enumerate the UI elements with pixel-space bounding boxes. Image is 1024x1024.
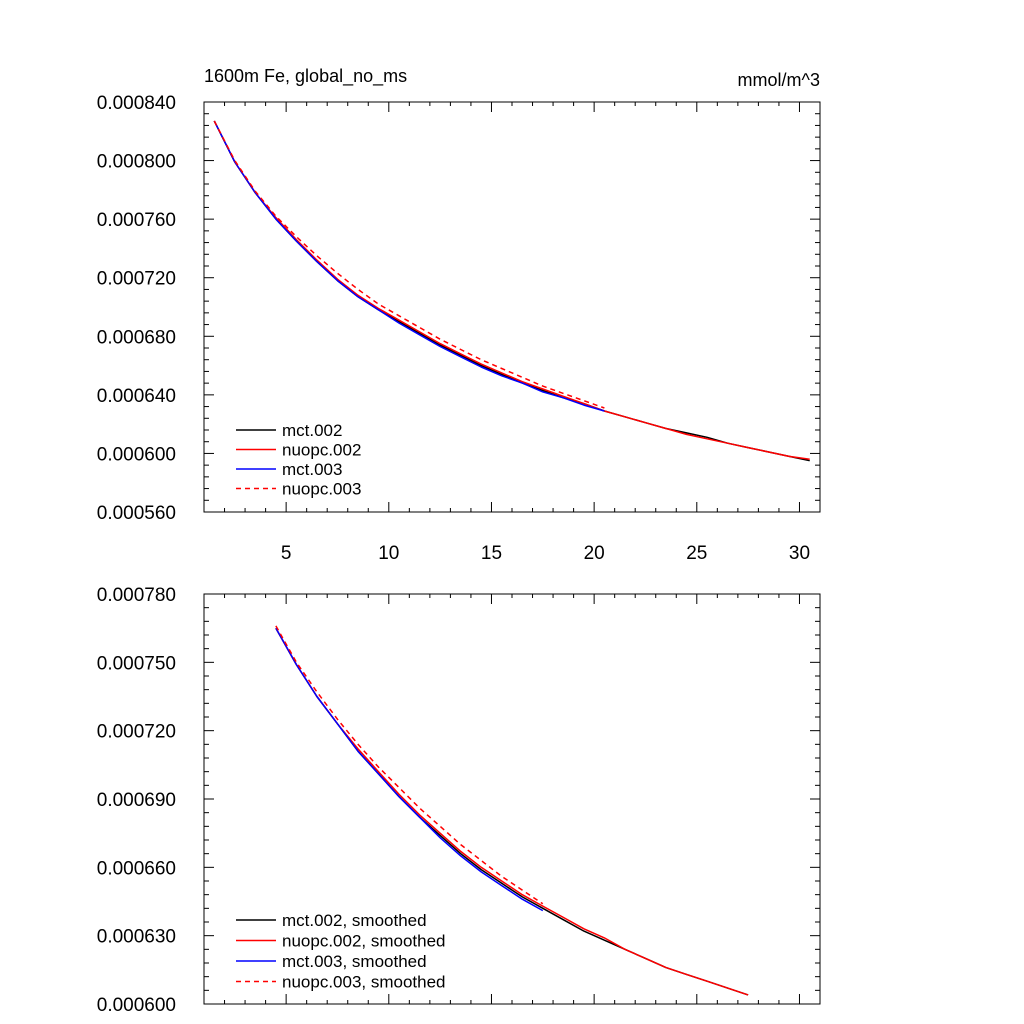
legend-label: mct.002 bbox=[282, 421, 342, 440]
series-line bbox=[213, 120, 810, 461]
y-tick-label: 0.000780 bbox=[97, 585, 176, 606]
legend-label: nuopc.002 bbox=[282, 441, 361, 460]
y-tick-label: 0.000680 bbox=[97, 327, 176, 348]
top-panel: 1600m Fe, global_no_ms mmol/m^3 5 10 15 20 2… bbox=[97, 66, 821, 564]
series-line bbox=[213, 120, 810, 462]
x-tick-label: 30 bbox=[789, 543, 810, 564]
x-tick-label: 25 bbox=[686, 543, 707, 564]
series-line bbox=[275, 627, 749, 996]
legend-label: mct.003, smoothed bbox=[282, 952, 427, 971]
y-tick-label: 0.000840 bbox=[97, 93, 176, 114]
y-tick-label: 0.000630 bbox=[97, 927, 176, 948]
series-line bbox=[213, 120, 605, 409]
y-tick-label: 0.000560 bbox=[97, 503, 176, 524]
y-tick-label: 0.000600 bbox=[97, 995, 176, 1016]
x-tick-label: 10 bbox=[378, 543, 399, 564]
bottom-panel: 0.000600 0.000630 0.000660 0.000690 0.000720… bbox=[97, 585, 821, 1016]
y-tick-label: 0.000720 bbox=[97, 269, 176, 290]
series-line bbox=[275, 625, 544, 905]
series-line bbox=[275, 627, 544, 912]
legend-label: mct.003 bbox=[282, 460, 342, 479]
legend-label: nuopc.002, smoothed bbox=[282, 932, 446, 951]
y-tick-label: 0.000760 bbox=[97, 210, 176, 231]
y-tick-label: 0.000800 bbox=[97, 152, 176, 173]
chart-title: 1600m Fe, global_no_ms bbox=[204, 66, 407, 87]
y-tick-label: 0.000600 bbox=[97, 444, 176, 465]
y-tick-label: 0.000640 bbox=[97, 386, 176, 407]
y-tick-label: 0.000660 bbox=[97, 858, 176, 879]
series-line bbox=[213, 120, 605, 412]
units-label: mmol/m^3 bbox=[738, 70, 820, 90]
y-tick-label: 0.000690 bbox=[97, 790, 176, 811]
x-tick-label: 5 bbox=[281, 543, 292, 564]
y-tick-label: 0.000720 bbox=[97, 722, 176, 743]
legend-label: nuopc.003 bbox=[282, 480, 361, 499]
legend-label: nuopc.003, smoothed bbox=[282, 973, 446, 992]
legend-label: mct.002, smoothed bbox=[282, 911, 427, 930]
x-tick-label: 15 bbox=[481, 543, 502, 564]
x-tick-label: 20 bbox=[584, 543, 605, 564]
y-tick-label: 0.000750 bbox=[97, 653, 176, 674]
